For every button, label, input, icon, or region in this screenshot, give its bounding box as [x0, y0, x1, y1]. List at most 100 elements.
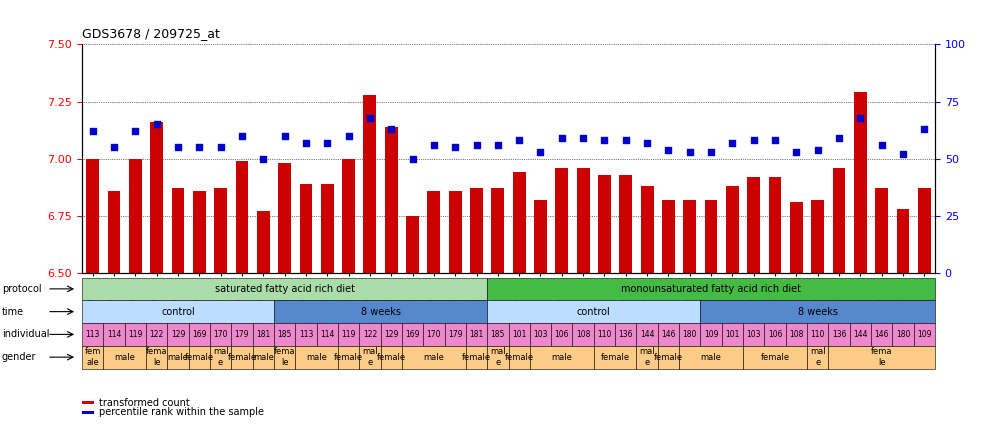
FancyBboxPatch shape — [253, 323, 274, 346]
Text: male: male — [114, 353, 135, 362]
Bar — [918, 188, 931, 273]
Bar — [385, 127, 398, 273]
FancyBboxPatch shape — [551, 323, 572, 346]
Bar — [897, 209, 909, 273]
Point — [277, 132, 293, 139]
FancyBboxPatch shape — [231, 346, 253, 369]
FancyBboxPatch shape — [274, 300, 487, 323]
Text: 180: 180 — [896, 330, 910, 339]
FancyBboxPatch shape — [679, 323, 700, 346]
FancyBboxPatch shape — [167, 346, 189, 369]
Text: 108: 108 — [789, 330, 804, 339]
Text: female: female — [227, 353, 256, 362]
Text: 114: 114 — [320, 330, 334, 339]
Point — [362, 114, 378, 121]
FancyBboxPatch shape — [850, 323, 871, 346]
FancyBboxPatch shape — [679, 346, 743, 369]
FancyBboxPatch shape — [402, 346, 466, 369]
FancyBboxPatch shape — [743, 323, 764, 346]
Text: 103: 103 — [533, 330, 548, 339]
Text: 146: 146 — [874, 330, 889, 339]
Bar — [598, 175, 611, 273]
Text: female: female — [377, 353, 406, 362]
Text: 136: 136 — [619, 330, 633, 339]
Point — [234, 132, 250, 139]
FancyBboxPatch shape — [103, 346, 146, 369]
Bar — [769, 177, 781, 273]
Bar — [641, 186, 654, 273]
Text: 129: 129 — [171, 330, 185, 339]
FancyBboxPatch shape — [658, 323, 679, 346]
Text: 170: 170 — [427, 330, 441, 339]
FancyBboxPatch shape — [828, 346, 935, 369]
Point — [106, 144, 122, 151]
Text: male: male — [701, 353, 722, 362]
Text: fem
ale: fem ale — [84, 348, 101, 367]
Text: 122: 122 — [363, 330, 377, 339]
Point — [831, 135, 847, 142]
Text: 8 weeks: 8 weeks — [361, 307, 401, 317]
FancyBboxPatch shape — [82, 278, 487, 300]
FancyBboxPatch shape — [381, 346, 402, 369]
FancyBboxPatch shape — [871, 323, 892, 346]
Text: 136: 136 — [832, 330, 846, 339]
Text: transformed count: transformed count — [99, 398, 190, 408]
FancyBboxPatch shape — [167, 323, 189, 346]
Point — [639, 139, 655, 146]
Point — [682, 148, 698, 155]
Text: 106: 106 — [768, 330, 782, 339]
Text: 181: 181 — [256, 330, 270, 339]
Point — [298, 139, 314, 146]
FancyBboxPatch shape — [487, 278, 935, 300]
Bar — [811, 200, 824, 273]
Bar — [342, 159, 355, 273]
FancyBboxPatch shape — [82, 346, 103, 369]
FancyBboxPatch shape — [359, 346, 381, 369]
Bar — [619, 175, 632, 273]
Text: male: male — [306, 353, 327, 362]
Text: individual: individual — [2, 329, 50, 339]
FancyBboxPatch shape — [210, 323, 231, 346]
Text: monounsaturated fatty acid rich diet: monounsaturated fatty acid rich diet — [621, 284, 801, 294]
FancyBboxPatch shape — [189, 346, 210, 369]
Text: mal
e: mal e — [362, 348, 378, 367]
Text: 169: 169 — [192, 330, 207, 339]
Text: female: female — [601, 353, 630, 362]
Point — [149, 121, 165, 128]
Text: saturated fatty acid rich diet: saturated fatty acid rich diet — [215, 284, 355, 294]
Bar — [129, 159, 142, 273]
Text: mal
e: mal e — [810, 348, 826, 367]
Text: fema
le: fema le — [274, 348, 295, 367]
Text: control: control — [161, 307, 195, 317]
Point — [660, 146, 676, 153]
FancyBboxPatch shape — [615, 323, 636, 346]
Text: 129: 129 — [384, 330, 398, 339]
Bar — [513, 172, 526, 273]
Text: male: male — [253, 353, 274, 362]
Text: protocol: protocol — [2, 284, 42, 294]
Point — [426, 142, 442, 149]
FancyBboxPatch shape — [636, 346, 658, 369]
FancyBboxPatch shape — [892, 323, 914, 346]
FancyBboxPatch shape — [509, 346, 530, 369]
Bar — [790, 202, 803, 273]
FancyBboxPatch shape — [359, 323, 381, 346]
Text: mal
e: mal e — [213, 348, 228, 367]
Text: male: male — [168, 353, 188, 362]
Bar — [236, 161, 248, 273]
Bar — [555, 168, 568, 273]
Point — [788, 148, 804, 155]
FancyBboxPatch shape — [487, 346, 509, 369]
Bar — [747, 177, 760, 273]
Text: 119: 119 — [128, 330, 143, 339]
FancyBboxPatch shape — [764, 323, 786, 346]
FancyBboxPatch shape — [381, 323, 402, 346]
Bar — [449, 191, 462, 273]
Point — [532, 148, 548, 155]
Text: female: female — [505, 353, 534, 362]
FancyBboxPatch shape — [82, 300, 274, 323]
Text: GDS3678 / 209725_at: GDS3678 / 209725_at — [82, 27, 220, 40]
Point — [895, 151, 911, 158]
Bar — [491, 188, 504, 273]
FancyBboxPatch shape — [338, 346, 359, 369]
